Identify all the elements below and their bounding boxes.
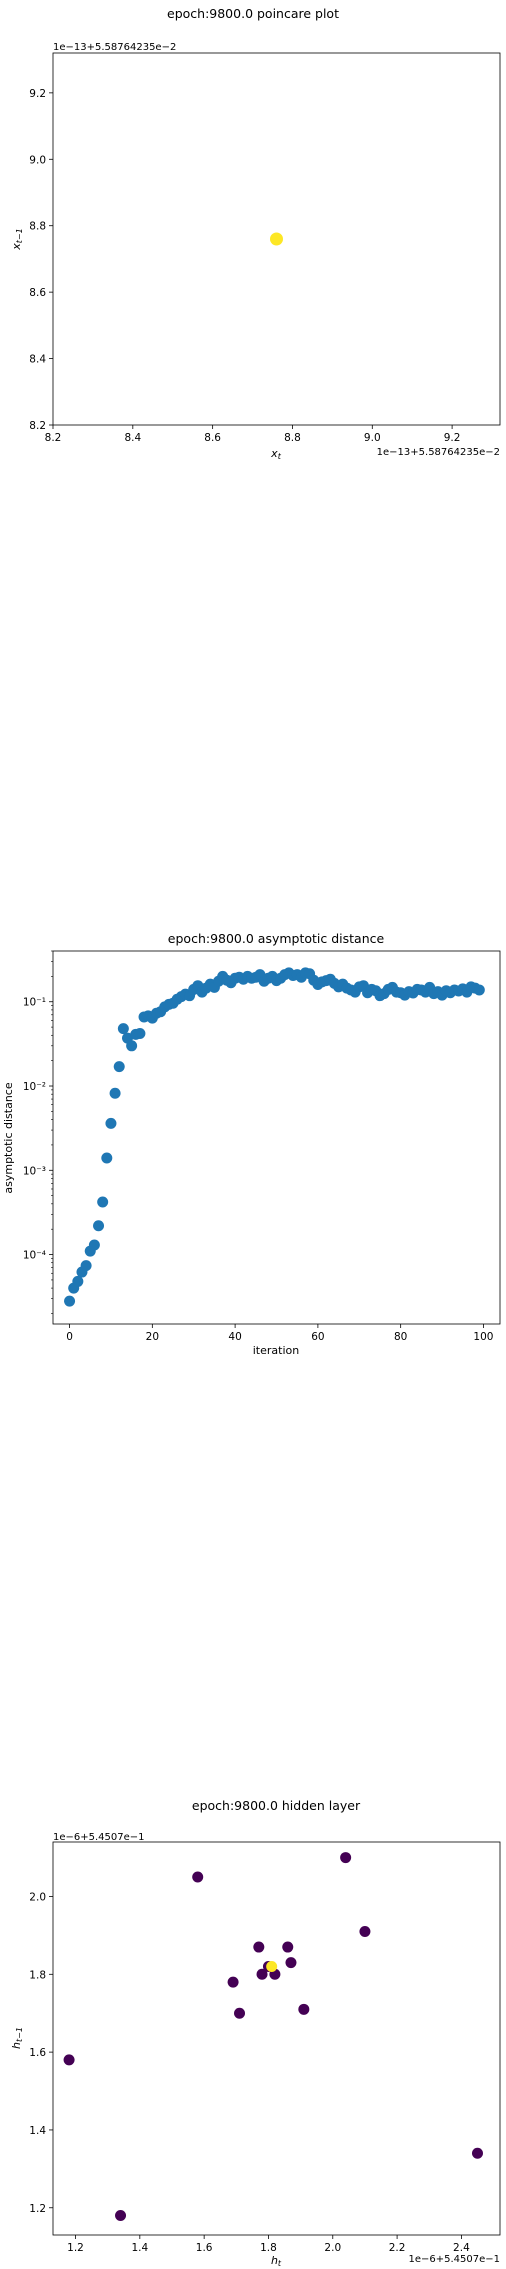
data-point <box>101 1152 113 1164</box>
plot-area <box>52 1841 501 2236</box>
y-tick-label: 8.4 <box>29 354 46 366</box>
data-point <box>192 1871 204 1883</box>
y-tick-label: 9.0 <box>29 154 46 166</box>
data-point <box>80 1260 92 1272</box>
data-point <box>134 1027 146 1039</box>
poincare-chart: epoch:9800.0 poincare plot 1e−13+5.58764… <box>0 0 506 460</box>
hidden-layer-chart: epoch:9800.0 hidden layer 1e−6+5.4507e−1… <box>0 1790 506 2269</box>
data-point <box>115 2210 127 2222</box>
y-tick-label: 1.8 <box>29 1969 46 1981</box>
x-tick-label: 1.2 <box>67 2242 84 2254</box>
x-tick-label: 8.2 <box>45 432 62 444</box>
y-offset-label: 1e−13+5.58764235e−2 <box>53 42 176 53</box>
x-axis-label: xt <box>270 447 282 460</box>
plot-area <box>52 950 501 1325</box>
y-tick-label: 10⁻¹ <box>23 997 46 1009</box>
y-tick-label: 2.0 <box>29 1891 46 1903</box>
data-point <box>64 1295 76 1307</box>
x-tick-label: 80 <box>394 1331 407 1343</box>
data-point <box>93 1220 105 1232</box>
x-tick-label: 60 <box>311 1331 324 1343</box>
y-offset-label: 1e−6+5.4507e−1 <box>53 1832 145 1843</box>
x-tick-label: 8.8 <box>284 432 301 444</box>
data-point <box>340 1852 352 1864</box>
y-tick-label: 1.4 <box>29 2125 46 2137</box>
asymptotic-distance-chart-svg: epoch:9800.0 asymptotic distance 10⁻⁴ 10⁻… <box>2 931 501 1357</box>
data-point <box>298 2003 310 2015</box>
x-tick-label: 1.8 <box>260 2242 277 2254</box>
data-point <box>253 1941 265 1953</box>
data-point <box>109 1087 121 1099</box>
poincare-chart-svg: epoch:9800.0 poincare plot 1e−13+5.58764… <box>10 6 501 460</box>
y-tick-label: 8.6 <box>29 287 46 299</box>
x-tick-label: 2.4 <box>453 2242 470 2254</box>
data-point <box>72 1275 84 1287</box>
plot-area <box>52 52 501 426</box>
x-tick-label: 40 <box>228 1331 241 1343</box>
y-tick-label: 10⁻⁴ <box>23 1250 46 1262</box>
data-point <box>359 1925 371 1937</box>
x-tick-label: 2.2 <box>389 2242 406 2254</box>
data-point <box>117 1023 129 1035</box>
x-tick-label: 1.6 <box>196 2242 213 2254</box>
data-point <box>63 2054 75 2066</box>
x-tick-label: 0 <box>66 1331 73 1343</box>
data-point <box>282 1941 294 1953</box>
data-point <box>97 1196 109 1208</box>
data-point <box>105 1117 117 1129</box>
y-tick-label: 1.2 <box>29 2203 46 2215</box>
asymptotic-distance-chart: epoch:9800.0 asymptotic distance 10⁻⁴ 10⁻… <box>0 920 506 1360</box>
x-tick-label: 8.6 <box>204 432 221 444</box>
data-point <box>234 2007 246 2019</box>
hidden-layer-chart-svg: epoch:9800.0 hidden layer 1e−6+5.4507e−1… <box>10 1798 501 2268</box>
data-point <box>285 1957 297 1969</box>
chart-title: epoch:9800.0 poincare plot <box>167 6 339 21</box>
data-point <box>473 984 485 996</box>
y-tick-label: 8.8 <box>29 221 46 233</box>
y-axis-label: asymptotic distance <box>2 1082 15 1193</box>
x-tick-label: 20 <box>146 1331 159 1343</box>
y-tick-label: 1.6 <box>29 2047 46 2059</box>
data-point <box>471 2147 483 2159</box>
y-tick-label: 10⁻³ <box>23 1165 46 1177</box>
y-tick-label: 9.2 <box>29 88 46 100</box>
data-point <box>88 1239 100 1251</box>
x-tick-label: 8.4 <box>124 432 141 444</box>
x-offset-label: 1e−6+5.4507e−1 <box>408 2254 500 2265</box>
x-axis-label: ht <box>271 2254 282 2268</box>
x-axis-label: iteration <box>253 1344 299 1357</box>
x-tick-label: 100 <box>473 1331 493 1343</box>
x-offset-label: 1e−13+5.58764235e−2 <box>377 447 500 458</box>
x-tick-label: 9.0 <box>364 432 381 444</box>
data-point <box>113 1061 125 1073</box>
y-axis-label: ht−1 <box>10 2027 24 2049</box>
y-axis-label: xt−1 <box>10 228 24 250</box>
data-point <box>270 232 283 246</box>
chart-title: epoch:9800.0 hidden layer <box>192 1798 361 1813</box>
data-point <box>256 1968 268 1980</box>
data-point <box>227 1976 239 1988</box>
data-point <box>266 1961 278 1973</box>
y-tick-label: 8.2 <box>29 420 46 432</box>
y-tick-label: 10⁻² <box>23 1081 46 1093</box>
data-point <box>126 1040 138 1052</box>
x-tick-label: 2.0 <box>324 2242 341 2254</box>
x-tick-label: 9.2 <box>444 432 461 444</box>
chart-title: epoch:9800.0 asymptotic distance <box>168 931 385 946</box>
x-tick-label: 1.4 <box>131 2242 148 2254</box>
